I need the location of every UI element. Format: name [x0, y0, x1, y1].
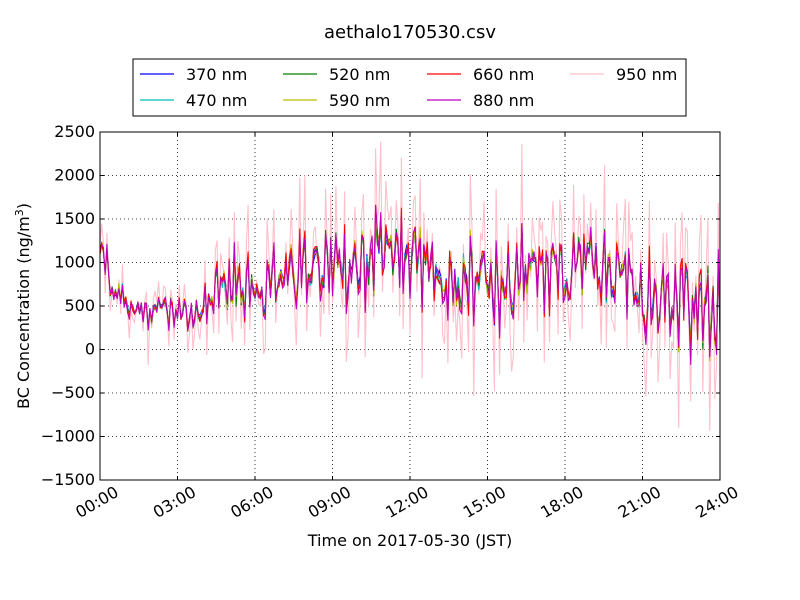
y-tick-label: −1000	[41, 427, 95, 446]
x-axis-label: Time on 2017-05-30 (JST)	[307, 531, 512, 550]
legend-label: 950 nm	[616, 65, 677, 84]
y-tick-label: 500	[64, 296, 95, 315]
y-axis-label: BC Concentration (ng/m3)	[13, 203, 33, 409]
y-tick-label: 1000	[54, 253, 95, 272]
y-axis-label-end: )	[14, 203, 33, 209]
y-tick-label: 1500	[54, 209, 95, 228]
y-tick-labels: 2500 2000 1500 1000 500 0 −500 −1000 −1500	[41, 122, 95, 489]
y-tick-label: 0	[85, 340, 95, 359]
series-layer	[100, 141, 720, 431]
y-tick-label: 2000	[54, 166, 95, 185]
legend-label: 520 nm	[329, 65, 390, 84]
legend-label: 590 nm	[329, 91, 390, 110]
legend-label: 370 nm	[186, 65, 247, 84]
legend-label: 660 nm	[473, 65, 534, 84]
legend-label: 470 nm	[186, 91, 247, 110]
legend-label: 880 nm	[473, 91, 534, 110]
y-tick-label: −1500	[41, 470, 95, 489]
legend: 370 nm 470 nm 520 nm 590 nm 660 nm 880 nm 950 …	[132, 58, 687, 117]
y-tick-label: −500	[51, 383, 95, 402]
series-line-880-nm	[100, 204, 720, 365]
y-axis-label-superscript: 3	[13, 209, 26, 216]
y-axis-label-text: BC Concentration (ng/m	[14, 216, 33, 409]
y-tick-label: 2500	[54, 122, 95, 141]
chart-title: aethalo170530.csv	[324, 22, 496, 43]
legend-box	[132, 58, 687, 117]
axis-ticks	[99, 131, 721, 481]
